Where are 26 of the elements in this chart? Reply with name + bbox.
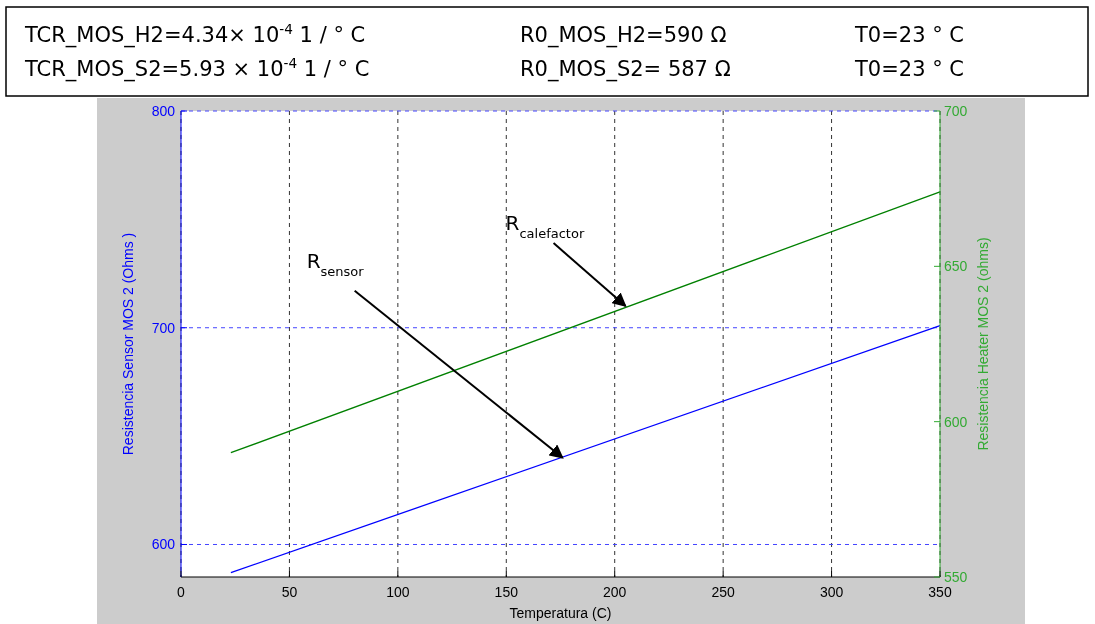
x-tick-label: 0 <box>177 584 186 600</box>
annotation: R$_{calefactor}$ <box>505 211 585 241</box>
y2-tick-label: 600 <box>944 413 968 430</box>
y-tick-label: 700 <box>151 319 176 336</box>
y2-tick-label: 650 <box>944 258 968 275</box>
y2-tick-label: 700 <box>944 103 968 119</box>
x-tick-label: 200 <box>603 584 627 600</box>
x-tick-label: 100 <box>386 584 410 600</box>
x-tick-label: 50 <box>281 584 298 600</box>
text: TCR_MOS_H2=4.34× 10$^{-4}$ 1 / ° C <box>24 21 366 48</box>
x-axis-title: Temperatura (C) <box>509 605 612 621</box>
text: T0=23 ° C <box>854 23 965 47</box>
y-tick-label: 800 <box>151 103 176 119</box>
y2-axis-title: Resistencia Heater MOS 2 (ohms) <box>975 237 991 451</box>
text: T0=23 ° C <box>854 57 965 81</box>
y-axis-title: Resistencia Sensor MOS 2 (Ohms ) <box>120 232 136 456</box>
x-tick-label: 350 <box>928 584 952 600</box>
text: R0_MOS_S2= 587 Ω <box>520 57 731 82</box>
y2-tick-label: 550 <box>944 569 968 585</box>
annotation: R$_{sensor}$ <box>306 248 365 279</box>
x-tick-label: 300 <box>819 584 844 600</box>
x-tick-label: 150 <box>494 584 519 600</box>
text: TCR_MOS_S2=5.93 × 10$^{-4}$ 1 / ° C <box>24 55 370 82</box>
x-tick-label: 250 <box>711 584 736 600</box>
y-tick-label: 600 <box>151 536 176 553</box>
text: R0_MOS_H2=590 Ω <box>520 23 727 48</box>
